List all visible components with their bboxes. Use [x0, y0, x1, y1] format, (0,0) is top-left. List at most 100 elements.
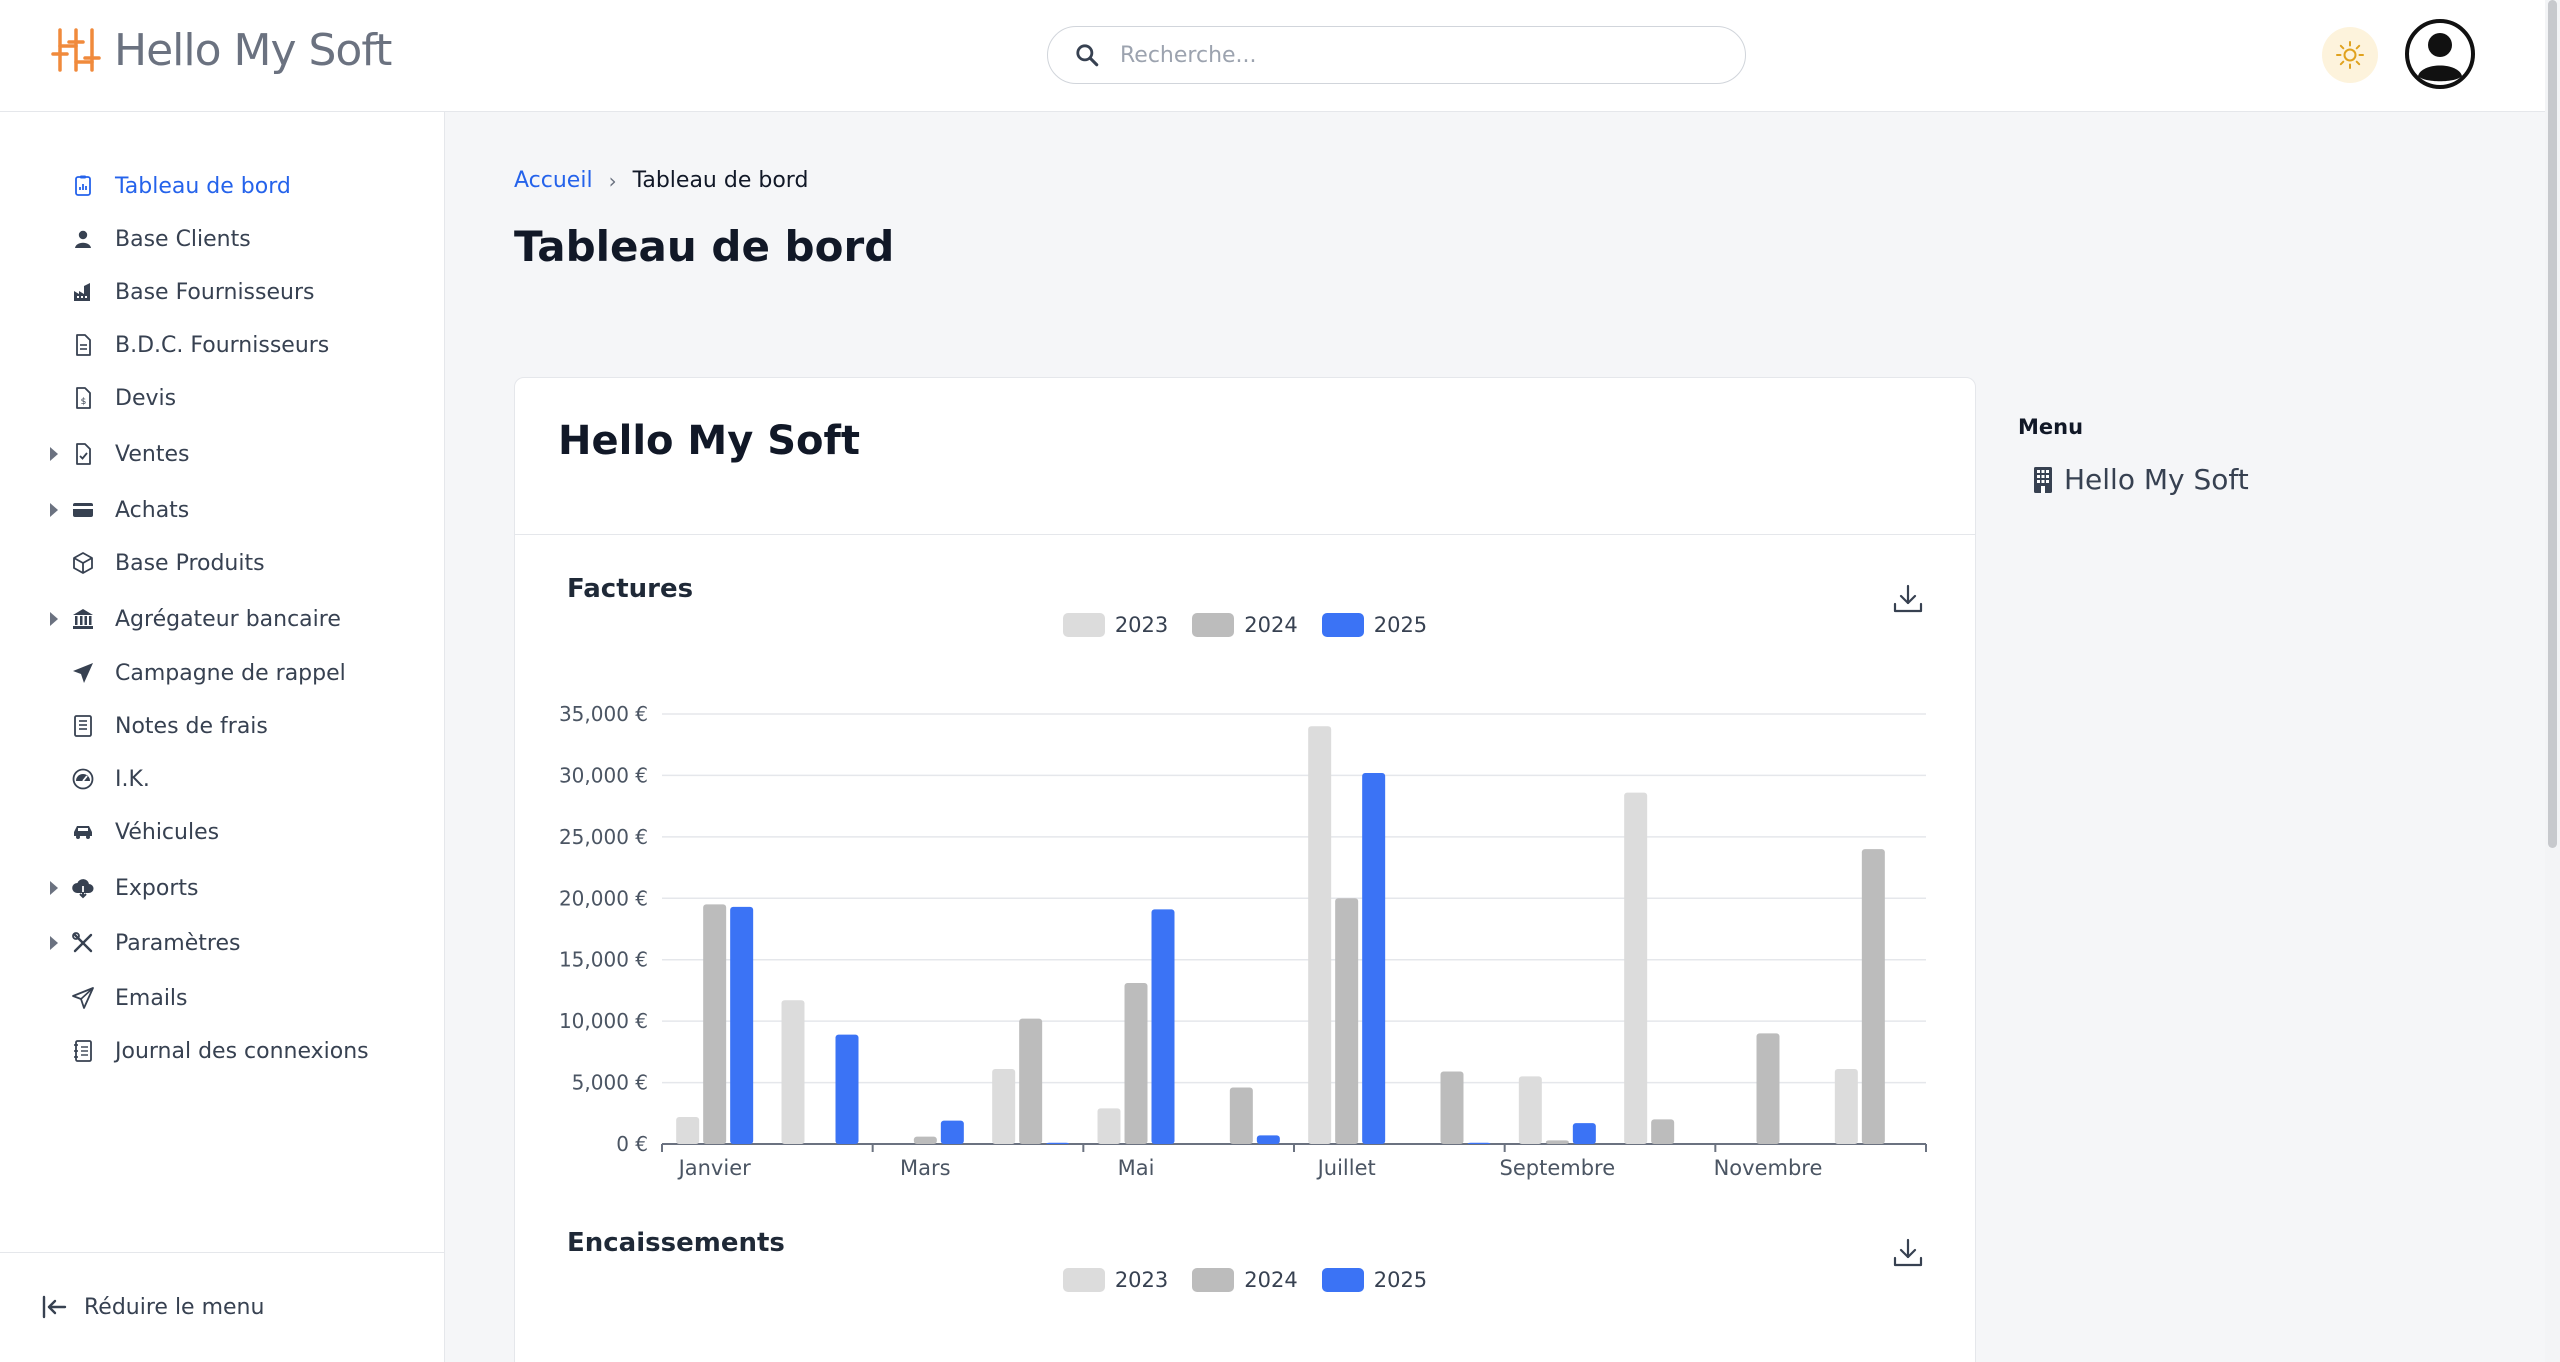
- sidebar-item-label: Base Produits: [115, 550, 265, 576]
- x-tick-label: Janvier: [677, 1156, 752, 1180]
- legend-swatch-2025: [1321, 1268, 1364, 1292]
- right-menu-panel: Menu Hello My Soft: [2018, 415, 2249, 496]
- bar-2023-Décembre: [1834, 1069, 1858, 1144]
- legend-item-2024[interactable]: 2024: [1192, 1268, 1298, 1292]
- sidebar-footer: Réduire le menu: [0, 1252, 445, 1362]
- expand-caret-icon[interactable]: [50, 447, 58, 461]
- y-tick-label: 25,000 €: [559, 825, 648, 849]
- sidebar-item-label: Emails: [115, 985, 188, 1011]
- sidebar-item-label: Achats: [115, 497, 190, 523]
- sidebar-item-14[interactable]: Paramètres: [0, 921, 440, 965]
- search-input[interactable]: [1120, 42, 1720, 68]
- bar-2024-Avril: [1019, 1018, 1043, 1144]
- legend-item-2025[interactable]: 2025: [1321, 613, 1427, 637]
- factures-bar-chart: 0 € 5,000 € 10,000 € 15,000 € 20,000 € 25,000…: [559, 702, 1927, 1180]
- expand-caret-icon[interactable]: [50, 881, 58, 895]
- bar-2024-Juin: [1229, 1087, 1253, 1144]
- sidebar-item-8[interactable]: Agrégateur bancaire: [0, 597, 440, 641]
- logo-icon: [51, 28, 101, 72]
- legend-item-2023[interactable]: 2023: [1062, 613, 1168, 637]
- y-tick-label: 20,000 €: [559, 886, 648, 910]
- search-bar[interactable]: [1047, 26, 1746, 84]
- sidebar-item-6[interactable]: Achats: [0, 488, 440, 532]
- sidebar-item-13[interactable]: Exports: [0, 866, 440, 910]
- cloud-download-icon: [70, 875, 96, 901]
- sidebar-item-label: B.D.C. Fournisseurs: [115, 332, 330, 358]
- receipt-icon: [70, 713, 96, 739]
- bar-2024-Juillet: [1335, 898, 1359, 1144]
- bar-2025-Avril: [1046, 1142, 1070, 1144]
- sidebar-item-1[interactable]: Base Clients: [0, 217, 440, 261]
- factures-download-icon[interactable]: [1891, 582, 1925, 616]
- legend-item-2024[interactable]: 2024: [1192, 613, 1298, 637]
- sidebar-item-label: Paramètres: [115, 930, 241, 956]
- sidebar-item-2[interactable]: Base Fournisseurs: [0, 270, 440, 314]
- bar-2023-Avril: [992, 1069, 1016, 1144]
- y-tick-label: 35,000 €: [559, 702, 648, 726]
- bar-2023-Septembre: [1518, 1076, 1542, 1144]
- right-menu-item[interactable]: Hello My Soft: [2032, 463, 2249, 496]
- bar-2025-Juillet: [1362, 772, 1386, 1144]
- app-name: Hello My Soft: [114, 24, 392, 76]
- bar-2024-Novembre: [1756, 1033, 1780, 1144]
- collapse-menu-label: Réduire le menu: [84, 1294, 265, 1320]
- y-tick-label: 15,000 €: [559, 948, 648, 972]
- building-icon: [2034, 466, 2052, 493]
- breadcrumb-separator-icon: ›: [608, 168, 617, 193]
- sidebar-item-5[interactable]: Ventes: [0, 432, 440, 476]
- svg-text:$: $: [81, 397, 87, 407]
- user-avatar-icon[interactable]: [2404, 18, 2476, 90]
- legend-item-2023[interactable]: 2023: [1062, 1268, 1168, 1292]
- encaissements-download-icon[interactable]: [1891, 1236, 1925, 1270]
- legend-swatch-2024: [1192, 1268, 1235, 1292]
- expand-caret-icon[interactable]: [50, 503, 58, 517]
- sidebar-item-4[interactable]: $ Devis: [0, 376, 440, 420]
- bank-icon: [70, 606, 96, 632]
- app-logo[interactable]: Hello My Soft: [50, 24, 392, 76]
- y-tick-label: 30,000 €: [559, 763, 648, 787]
- breadcrumb-home-link[interactable]: Accueil: [514, 168, 593, 193]
- expand-caret-icon[interactable]: [50, 936, 58, 950]
- sidebar-item-15[interactable]: Emails: [0, 976, 440, 1020]
- sidebar-item-11[interactable]: I.K.: [0, 757, 440, 801]
- dashboard-card: Hello My Soft Factures 2023 2024 2025: [514, 377, 1976, 1362]
- bar-2025-Mars: [940, 1120, 964, 1144]
- legend-swatch-2025: [1321, 613, 1364, 637]
- bar-2023-Octobre: [1624, 792, 1648, 1144]
- legend-swatch-2023: [1062, 613, 1105, 637]
- bar-2023-Mai: [1097, 1108, 1121, 1144]
- collapse-menu-button[interactable]: Réduire le menu: [40, 1293, 264, 1321]
- bar-2024-Janvier: [703, 904, 727, 1144]
- sidebar: Tableau de bord Base Clients Base Fourniss…: [0, 112, 445, 1362]
- card-title: Hello My Soft: [558, 418, 861, 464]
- sidebar-item-label: Campagne de rappel: [115, 660, 346, 686]
- sidebar-item-label: I.K.: [115, 766, 150, 792]
- gauge-icon: [70, 766, 96, 792]
- factures-legend: 2023 2024 2025: [515, 613, 1975, 637]
- breadcrumb: Accueil › Tableau de bord: [514, 168, 808, 193]
- legend-label-2024: 2024: [1244, 1268, 1298, 1292]
- bar-2025-Septembre: [1572, 1123, 1596, 1144]
- legend-item-2025[interactable]: 2025: [1321, 1268, 1427, 1292]
- sidebar-item-label: Base Clients: [115, 226, 251, 252]
- sidebar-item-7[interactable]: Base Produits: [0, 541, 440, 585]
- theme-toggle-button[interactable]: [2322, 27, 2378, 83]
- sidebar-item-9[interactable]: Campagne de rappel: [0, 651, 440, 695]
- factures-chart-title: Factures: [567, 574, 694, 604]
- sidebar-item-16[interactable]: Journal des connexions: [0, 1029, 440, 1073]
- page-scrollbar-thumb[interactable]: [2548, 0, 2557, 848]
- expand-caret-icon[interactable]: [50, 612, 58, 626]
- sidebar-item-12[interactable]: Véhicules: [0, 810, 440, 854]
- sidebar-item-label: Véhicules: [115, 819, 220, 845]
- box-icon: [70, 550, 96, 576]
- top-header: Hello My Soft: [0, 0, 2545, 112]
- breadcrumb-current: Tableau de bord: [632, 168, 809, 193]
- sidebar-item-3[interactable]: B.D.C. Fournisseurs: [0, 323, 440, 367]
- bar-2025-Juin: [1256, 1135, 1280, 1144]
- encaissements-legend: 2023 2024 2025: [515, 1268, 1975, 1292]
- right-menu-item-label: Hello My Soft: [2064, 463, 2249, 496]
- sidebar-item-10[interactable]: Notes de frais: [0, 704, 440, 748]
- credit-card-icon: [70, 497, 96, 523]
- sidebar-item-0[interactable]: Tableau de bord: [0, 164, 440, 208]
- send-icon: [70, 660, 96, 686]
